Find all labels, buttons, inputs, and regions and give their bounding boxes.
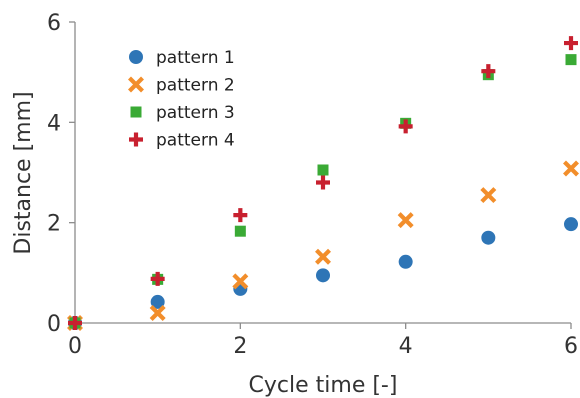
legend-label-pattern-2: pattern 2 bbox=[156, 76, 235, 96]
x-tick-label: 4 bbox=[399, 334, 413, 359]
point-pattern-4 bbox=[68, 316, 82, 330]
legend-marker-pattern-2 bbox=[128, 76, 144, 93]
x-tick-label: 6 bbox=[564, 334, 578, 359]
point-pattern-3 bbox=[234, 225, 246, 237]
legend-label-pattern-4: pattern 4 bbox=[156, 131, 235, 151]
y-tick-label: 6 bbox=[47, 11, 61, 36]
ticks: 0 2 4 6 0 2 4 6 bbox=[47, 11, 578, 359]
y-tick-label: 0 bbox=[47, 312, 61, 337]
legend-label-pattern-3: pattern 3 bbox=[156, 103, 235, 123]
point-pattern-1 bbox=[564, 217, 578, 232]
point-pattern-4 bbox=[398, 119, 413, 134]
point-pattern-2 bbox=[563, 160, 579, 177]
point-pattern-2 bbox=[149, 304, 166, 321]
y-axis-label: Distance [mm] bbox=[11, 91, 36, 254]
point-pattern-1 bbox=[398, 254, 413, 269]
x-tick-label: 0 bbox=[68, 334, 82, 359]
point-pattern-1 bbox=[150, 294, 165, 309]
point-pattern-2 bbox=[315, 248, 331, 265]
point-pattern-2 bbox=[232, 273, 249, 290]
point-pattern-4 bbox=[564, 36, 578, 51]
y-tick-label: 4 bbox=[47, 111, 61, 136]
point-pattern-3 bbox=[317, 164, 329, 176]
x-axis-label: Cycle time [-] bbox=[249, 373, 398, 398]
legend-marker-pattern-1 bbox=[129, 50, 143, 64]
point-pattern-3 bbox=[565, 54, 577, 66]
point-pattern-1 bbox=[481, 230, 496, 245]
point-pattern-4 bbox=[233, 208, 248, 223]
point-pattern-2 bbox=[480, 187, 497, 204]
data-points bbox=[67, 36, 579, 331]
point-pattern-1 bbox=[316, 268, 330, 283]
y-tick-label: 2 bbox=[47, 212, 61, 237]
x-tick-label: 2 bbox=[233, 334, 247, 359]
point-pattern-2 bbox=[397, 212, 414, 229]
legend-marker-pattern-4 bbox=[129, 132, 143, 147]
legend-label-pattern-1: pattern 1 bbox=[156, 48, 235, 68]
point-pattern-4 bbox=[150, 271, 165, 286]
legend: pattern 1 pattern 2 pattern 3 pattern 4 bbox=[128, 48, 235, 151]
point-pattern-4 bbox=[481, 64, 496, 79]
axes bbox=[74, 22, 571, 324]
point-pattern-4 bbox=[316, 175, 330, 190]
legend-marker-pattern-3 bbox=[130, 106, 142, 118]
